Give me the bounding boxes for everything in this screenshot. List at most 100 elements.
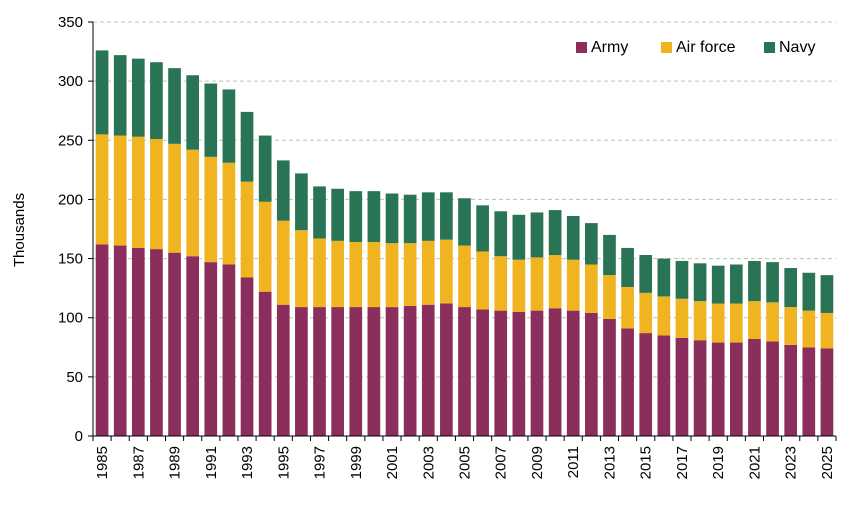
axes — [88, 21, 837, 441]
bar-air-force-2021 — [748, 301, 761, 340]
bar-navy-2005 — [458, 198, 471, 246]
x-tick-label: 1991 — [203, 446, 220, 479]
bar-air-force-1988 — [150, 139, 163, 250]
bar-navy-1990 — [186, 75, 200, 150]
x-tick-label: 2011 — [565, 446, 582, 478]
bar-air-force-1985 — [95, 134, 109, 245]
bar-army-1997 — [313, 307, 326, 436]
bar-navy-2007 — [494, 211, 508, 257]
bar-navy-2001 — [385, 193, 399, 244]
bar-air-force-2001 — [385, 243, 399, 308]
legend-label: Army — [591, 39, 628, 56]
bar-army-2006 — [476, 309, 489, 436]
x-tick-label: 1993 — [239, 446, 256, 479]
bar-navy-1987 — [131, 58, 145, 137]
bar-army-2020 — [729, 342, 743, 436]
x-tick-label: 2025 — [819, 446, 836, 479]
bar-navy-2015 — [639, 255, 653, 293]
y-tick-label: 200 — [58, 191, 83, 208]
bar-air-force-2000 — [367, 242, 381, 308]
bar-navy-2020 — [729, 264, 743, 304]
bar-army-2008 — [512, 311, 526, 436]
legend-swatch — [764, 42, 775, 53]
x-tick-label: 2015 — [638, 446, 655, 479]
bar-air-force-2004 — [440, 239, 453, 304]
bar-army-2019 — [711, 342, 725, 436]
bar-air-force-2011 — [566, 259, 580, 311]
bar-air-force-2022 — [766, 302, 779, 342]
bar-navy-2000 — [367, 191, 381, 243]
bar-navy-1985 — [95, 50, 109, 135]
bar-army-2001 — [385, 307, 399, 436]
bar-air-force-2003 — [421, 240, 435, 305]
x-tick-label: 2003 — [420, 446, 437, 479]
bar-army-2016 — [657, 335, 671, 436]
y-axis-title: Thousands — [11, 193, 28, 267]
x-tick-label: 2009 — [529, 446, 546, 479]
bar-air-force-1990 — [186, 149, 200, 257]
bar-army-1998 — [331, 307, 344, 436]
bar-air-force-2007 — [494, 256, 508, 311]
bar-army-2012 — [585, 312, 598, 436]
bar-air-force-2014 — [621, 286, 634, 329]
bar-air-force-2019 — [711, 303, 725, 343]
x-tick-label: 1995 — [275, 446, 292, 479]
y-tick-label: 0 — [75, 428, 83, 445]
bar-army-2021 — [748, 339, 761, 436]
bar-army-2014 — [621, 328, 634, 436]
bar-navy-2024 — [802, 272, 816, 311]
bar-navy-2006 — [476, 205, 489, 252]
y-tick-label: 150 — [58, 251, 83, 268]
bar-army-1995 — [276, 304, 290, 436]
bar-air-force-2023 — [784, 307, 798, 345]
bar-army-2011 — [566, 310, 580, 436]
bar-navy-2017 — [675, 260, 689, 299]
bar-air-force-2002 — [403, 243, 417, 306]
bar-navy-2008 — [512, 214, 526, 260]
bar-army-2007 — [494, 310, 508, 436]
y-tick-label: 50 — [66, 369, 83, 386]
bar-navy-2025 — [820, 275, 834, 313]
x-tick-label: 2017 — [674, 446, 691, 479]
legend-swatch — [661, 42, 672, 53]
bar-navy-1998 — [331, 188, 344, 241]
bar-air-force-2025 — [820, 312, 834, 349]
bar-air-force-1997 — [313, 238, 326, 308]
bar-army-2024 — [802, 347, 816, 436]
bar-navy-1991 — [204, 83, 218, 157]
bar-army-2002 — [403, 305, 417, 436]
bar-army-2009 — [530, 310, 544, 436]
bar-air-force-2006 — [476, 251, 489, 310]
bar-navy-1986 — [113, 55, 127, 136]
bar-navy-2019 — [711, 265, 725, 304]
bar-air-force-1998 — [331, 240, 344, 308]
x-tick-label: 2001 — [384, 446, 401, 479]
bars — [95, 50, 834, 436]
legend-label: Air force — [676, 39, 736, 56]
bar-air-force-2010 — [548, 255, 562, 309]
bar-air-force-2009 — [530, 257, 544, 311]
bar-army-1987 — [131, 247, 145, 436]
bar-army-2003 — [421, 304, 435, 436]
bar-navy-1988 — [150, 62, 163, 140]
bar-air-force-2015 — [639, 292, 653, 334]
bar-army-2013 — [603, 318, 616, 436]
bar-army-2025 — [820, 348, 834, 436]
bar-navy-2016 — [657, 258, 671, 297]
bar-air-force-2017 — [675, 298, 689, 338]
bar-navy-2012 — [585, 223, 598, 265]
bar-army-2000 — [367, 307, 381, 436]
bar-navy-1999 — [349, 191, 363, 243]
x-tick-label: 2023 — [783, 446, 800, 479]
y-tick-label: 100 — [58, 310, 83, 327]
bar-navy-2003 — [421, 192, 435, 241]
legend-label: Navy — [779, 39, 815, 56]
x-tick-label: 2005 — [457, 446, 474, 479]
bar-air-force-1991 — [204, 156, 218, 263]
bar-air-force-2024 — [802, 310, 816, 348]
bar-air-force-2020 — [729, 303, 743, 343]
bar-army-2010 — [548, 308, 562, 436]
bar-army-1996 — [295, 307, 308, 436]
y-tick-label: 250 — [58, 132, 83, 149]
